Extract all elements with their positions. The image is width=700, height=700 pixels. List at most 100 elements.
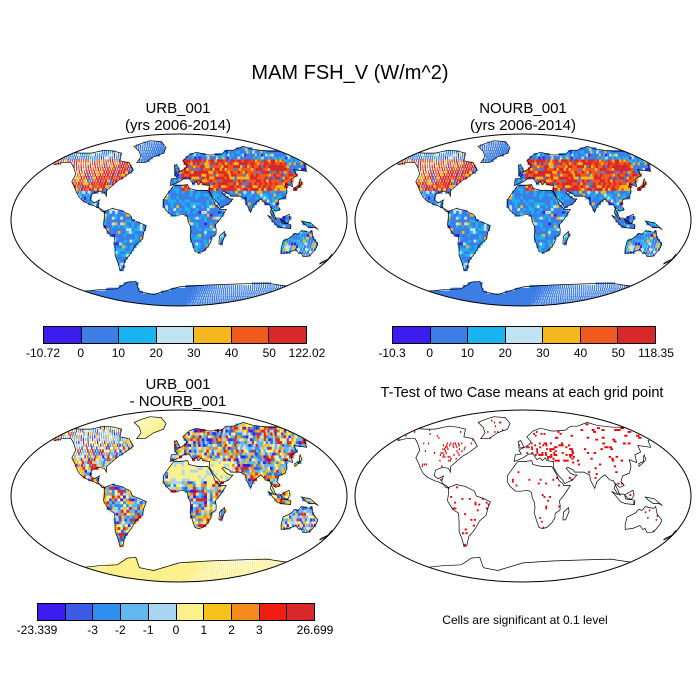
- map-cell: [278, 296, 280, 300]
- map-cell: [539, 236, 543, 240]
- map-cell: [220, 210, 225, 214]
- map-cell: [506, 199, 510, 203]
- map-cell: [287, 287, 289, 292]
- map-cell: [63, 293, 72, 297]
- map-cell: [194, 156, 198, 160]
- map-cell: [179, 299, 182, 303]
- map-cell: [567, 173, 572, 177]
- map-cell: [533, 290, 535, 295]
- map-cell: [602, 296, 604, 300]
- map-cell: [87, 156, 89, 160]
- map-cell: [616, 190, 621, 194]
- map-cell: [106, 221, 110, 226]
- map-cell: [538, 176, 542, 180]
- map-cell: [274, 196, 279, 200]
- map-cell: [603, 176, 608, 180]
- map-cell: [566, 156, 571, 160]
- map-cell: [440, 158, 442, 163]
- map-cell: [117, 250, 122, 254]
- map-cell: [539, 233, 543, 237]
- map-cell: [424, 153, 426, 157]
- map-cell: [193, 173, 198, 177]
- map-cell: [539, 207, 543, 211]
- map-cell: [104, 190, 107, 194]
- map-cell: [251, 181, 256, 186]
- map-cell: [220, 199, 224, 203]
- map-cell: [626, 219, 630, 223]
- map-cell: [167, 578, 171, 582]
- map-cell: [248, 187, 252, 191]
- map-cell: [501, 293, 506, 297]
- map-cell: [650, 244, 653, 249]
- map-cell: [468, 242, 472, 246]
- map-cell: [124, 256, 128, 260]
- map-cell: [195, 239, 199, 243]
- map-cell: [402, 290, 410, 295]
- map-cell: [579, 170, 584, 174]
- map-cell: [557, 170, 561, 174]
- map-cell: [546, 164, 550, 168]
- map-cell: [116, 167, 119, 171]
- map-cell: [242, 170, 247, 174]
- map-cell: [495, 296, 500, 300]
- map-cell: [439, 167, 441, 171]
- map-cell: [651, 242, 654, 246]
- map-cell: [612, 196, 617, 200]
- map-cell: [201, 221, 205, 226]
- map-cell: [610, 199, 615, 203]
- map-cell: [450, 224, 454, 229]
- map-cell: [177, 578, 180, 582]
- map-cell: [192, 233, 197, 237]
- map-cell: [550, 204, 555, 209]
- map-cell: [593, 290, 595, 295]
- map-cell: [499, 296, 503, 300]
- map-cell: [105, 302, 113, 306]
- map-cell: [204, 181, 209, 186]
- map-cell: [415, 153, 417, 157]
- map-cell: [181, 199, 185, 203]
- map-cell: [597, 290, 599, 295]
- map-cell: [460, 173, 463, 177]
- map-cell: [400, 287, 408, 292]
- map-cell: [268, 287, 270, 292]
- map-cell: [587, 190, 592, 194]
- map-cell: [593, 193, 597, 197]
- map-cell: [509, 196, 513, 200]
- map-cell: [583, 302, 585, 306]
- map-cell: [545, 207, 549, 211]
- map-cell: [81, 193, 85, 197]
- map-cell: [449, 150, 452, 154]
- map-cell: [447, 213, 451, 217]
- map-cell: [571, 290, 573, 295]
- map-cell: [303, 253, 305, 257]
- coastline-uk: [173, 164, 181, 173]
- map-cell: [539, 244, 543, 249]
- map-cell: [446, 173, 448, 177]
- map-cell: [604, 173, 610, 177]
- map-cell: [547, 290, 549, 295]
- map-cell: [167, 207, 172, 211]
- map-cell: [540, 293, 542, 297]
- map-cell: [182, 293, 186, 297]
- map-cell: [434, 167, 436, 171]
- map-cell: [591, 184, 596, 188]
- map-cell: [426, 293, 434, 297]
- map-cell: [279, 196, 284, 200]
- map-cell: [159, 141, 161, 145]
- map-cell: [528, 184, 532, 188]
- map-cell: [259, 190, 264, 194]
- map-cell: [271, 299, 273, 303]
- map-cell: [190, 164, 194, 168]
- map-cell: [600, 293, 602, 297]
- map-cell: [65, 158, 67, 163]
- map-cell: [250, 299, 252, 303]
- map-cell: [125, 216, 130, 220]
- map-cell: [505, 299, 509, 303]
- map-cell: [583, 184, 588, 188]
- map-cell: [273, 193, 278, 197]
- map-cell: [179, 302, 181, 306]
- coastline-borneo: [624, 213, 635, 225]
- map-cell: [82, 173, 84, 177]
- map-cell: [436, 296, 444, 300]
- map-cell: [75, 164, 78, 168]
